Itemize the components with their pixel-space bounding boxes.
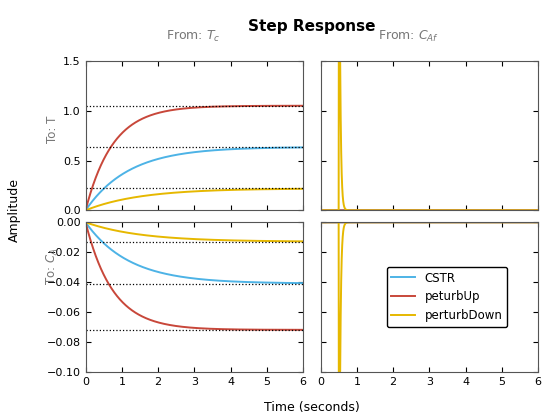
Text: From: $T_c$: From: $T_c$ <box>166 29 220 44</box>
Text: Amplitude: Amplitude <box>8 178 22 242</box>
Legend: CSTR, peturbUp, perturbDown: CSTR, peturbUp, perturbDown <box>386 267 507 327</box>
Text: Time (seconds): Time (seconds) <box>264 401 360 414</box>
Text: To: T: To: T <box>46 115 59 143</box>
Text: Step Response: Step Response <box>248 19 375 34</box>
Text: From: $C_{Af}$: From: $C_{Af}$ <box>378 29 439 44</box>
Text: To: $C_A$: To: $C_A$ <box>45 248 60 285</box>
